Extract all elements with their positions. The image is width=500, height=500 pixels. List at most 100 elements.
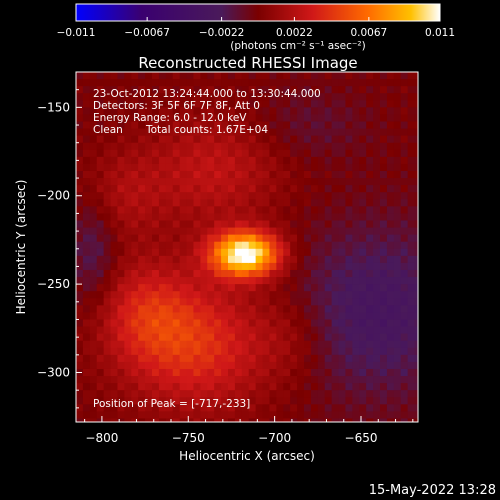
heatmap-cell: [331, 333, 340, 342]
heatmap-cell: [352, 354, 360, 363]
heatmap-cell: [276, 220, 284, 229]
heatmap-cell: [124, 156, 132, 165]
heatmap-cell: [179, 135, 188, 144]
heatmap-cell: [145, 326, 153, 335]
heatmap-cell: [200, 284, 208, 292]
heatmap-cell: [269, 277, 277, 285]
heatmap-cell: [221, 142, 229, 151]
heatmap-cell: [165, 192, 174, 200]
heatmap-cell: [290, 220, 298, 229]
heatmap-cell: [193, 368, 201, 377]
heatmap-cell: [103, 128, 112, 137]
heatmap-cell: [152, 277, 160, 285]
heatmap-cell: [297, 185, 305, 193]
heatmap-cell: [138, 185, 146, 193]
heatmap-cell: [324, 326, 333, 335]
heatmap-cell: [165, 383, 174, 391]
heatmap-cell: [241, 404, 250, 412]
heatmap-cell: [110, 213, 119, 222]
heatmap-cell: [407, 262, 416, 271]
heatmap-cell: [228, 383, 236, 391]
heatmap-cell: [221, 156, 229, 165]
heatmap-cell: [380, 383, 388, 391]
heatmap-cell: [269, 234, 277, 243]
heatmap-cell: [89, 149, 98, 158]
heatmap-cell: [145, 227, 153, 236]
heatmap-cell: [145, 333, 153, 342]
heatmap-cell: [158, 383, 167, 391]
heatmap-cell: [386, 72, 395, 80]
heatmap-cell: [324, 100, 333, 108]
heatmap-cell: [152, 178, 160, 186]
heatmap-cell: [193, 114, 201, 123]
heatmap-cell: [317, 354, 326, 363]
heatmap-cell: [165, 178, 174, 186]
heatmap-cell: [297, 220, 305, 229]
heatmap-cell: [297, 397, 305, 405]
heatmap-cell: [165, 397, 174, 405]
heatmap-cell: [110, 86, 119, 94]
heatmap-cell: [338, 79, 347, 87]
heatmap-cell: [82, 411, 91, 420]
heatmap-cell: [310, 326, 319, 335]
heatmap-cell: [255, 354, 264, 363]
heatmap-cell: [96, 284, 105, 292]
heatmap-cell: [152, 142, 160, 151]
heatmap-cell: [234, 361, 243, 370]
heatmap-cell: [366, 262, 374, 271]
heatmap-cell: [76, 170, 84, 179]
heatmap-cell: [386, 156, 395, 165]
heatmap-cell: [310, 305, 319, 313]
heatmap-cell: [414, 128, 418, 137]
heatmap-cell: [248, 354, 257, 363]
heatmap-cell: [214, 354, 222, 363]
heatmap-cell: [400, 404, 409, 412]
heatmap-cell: [255, 284, 264, 292]
heatmap-cell: [373, 368, 381, 377]
heatmap-cell: [234, 241, 243, 250]
heatmap-cell: [352, 248, 360, 257]
heatmap-cell: [110, 135, 119, 144]
heatmap-cell: [304, 107, 312, 116]
heatmap-cell: [380, 100, 388, 108]
heatmap-cell: [269, 411, 277, 420]
heatmap-cell: [359, 241, 367, 250]
heatmap-cell: [165, 248, 174, 257]
heatmap-cell: [283, 277, 291, 285]
heatmap-cell: [172, 383, 181, 391]
heatmap-cell: [297, 269, 305, 278]
heatmap-cell: [262, 418, 271, 422]
heatmap-cell: [207, 135, 215, 144]
heatmap-cell: [145, 170, 153, 179]
heatmap-cell: [345, 114, 353, 123]
heatmap-cell: [138, 128, 146, 137]
heatmap-cell: [228, 333, 236, 342]
heatmap-cell: [228, 347, 236, 356]
heatmap-cell: [207, 192, 215, 200]
heatmap-cell: [290, 411, 298, 420]
heatmap-cell: [131, 312, 139, 321]
annotation-block: 23-Oct-2012 13:24:44.000 to 13:30:44.000…: [93, 88, 321, 410]
heatmap-cell: [290, 376, 298, 384]
heatmap-cell: [386, 93, 395, 101]
heatmap-cell: [207, 312, 215, 321]
heatmap-cell: [165, 333, 174, 342]
heatmap-cell: [297, 347, 305, 356]
heatmap-cell: [248, 86, 257, 94]
heatmap-cell: [380, 347, 388, 356]
heatmap-cell: [241, 156, 250, 165]
heatmap-cell: [276, 347, 284, 356]
heatmap-cell: [89, 142, 98, 151]
heatmap-cell: [96, 114, 105, 123]
heatmap-cell: [82, 142, 91, 151]
heatmap-cell: [172, 142, 181, 151]
heatmap-cell: [310, 185, 319, 193]
heatmap-cell: [172, 340, 181, 349]
heatmap-cell: [345, 333, 353, 342]
heatmap-cell: [324, 170, 333, 179]
heatmap-cell: [276, 100, 284, 108]
heatmap-cell: [304, 128, 312, 137]
heatmap-cell: [138, 227, 146, 236]
heatmap-cell: [338, 411, 347, 420]
heatmap-cell: [158, 284, 167, 292]
